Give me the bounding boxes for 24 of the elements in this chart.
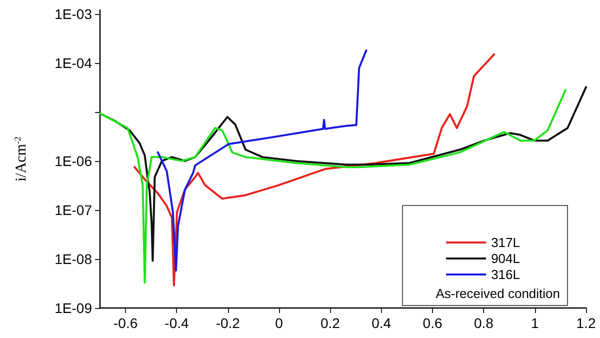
line-series (99, 86, 587, 262)
y-tick-label: 1E-09 (54, 300, 92, 316)
legend-label: 316L (491, 267, 520, 282)
legend-label: 904L (491, 251, 520, 266)
annotation: As-received condition (436, 286, 560, 301)
y-tick-label: 1E-07 (54, 202, 92, 218)
y-tick-label: 1E-06 (54, 152, 92, 169)
x-tick-label: 0.4 (372, 315, 392, 331)
y-tick-label: 1E-08 (54, 250, 92, 267)
x-tick-label: -0.6 (114, 315, 138, 331)
x-tick-label: -0.4 (164, 315, 190, 331)
y-tick-label: 1E-03 (54, 6, 92, 22)
legend-label: 317L (491, 235, 520, 250)
x-tick-label: 1 (530, 315, 539, 331)
x-tick-label: 1.2 (576, 315, 596, 331)
x-tick-label: 0.8 (474, 315, 494, 331)
x-tick-label: -0.2 (216, 315, 240, 331)
x-tick-label: 0 (275, 315, 284, 331)
line-series (156, 49, 368, 272)
y-tick-label: 1E-04 (54, 54, 92, 71)
x-tick-label: 0.6 (422, 315, 442, 331)
line-series (99, 89, 567, 284)
x-tick-label: 0.2 (320, 315, 340, 331)
y-axis-title: i/Acm-2 (12, 136, 30, 182)
